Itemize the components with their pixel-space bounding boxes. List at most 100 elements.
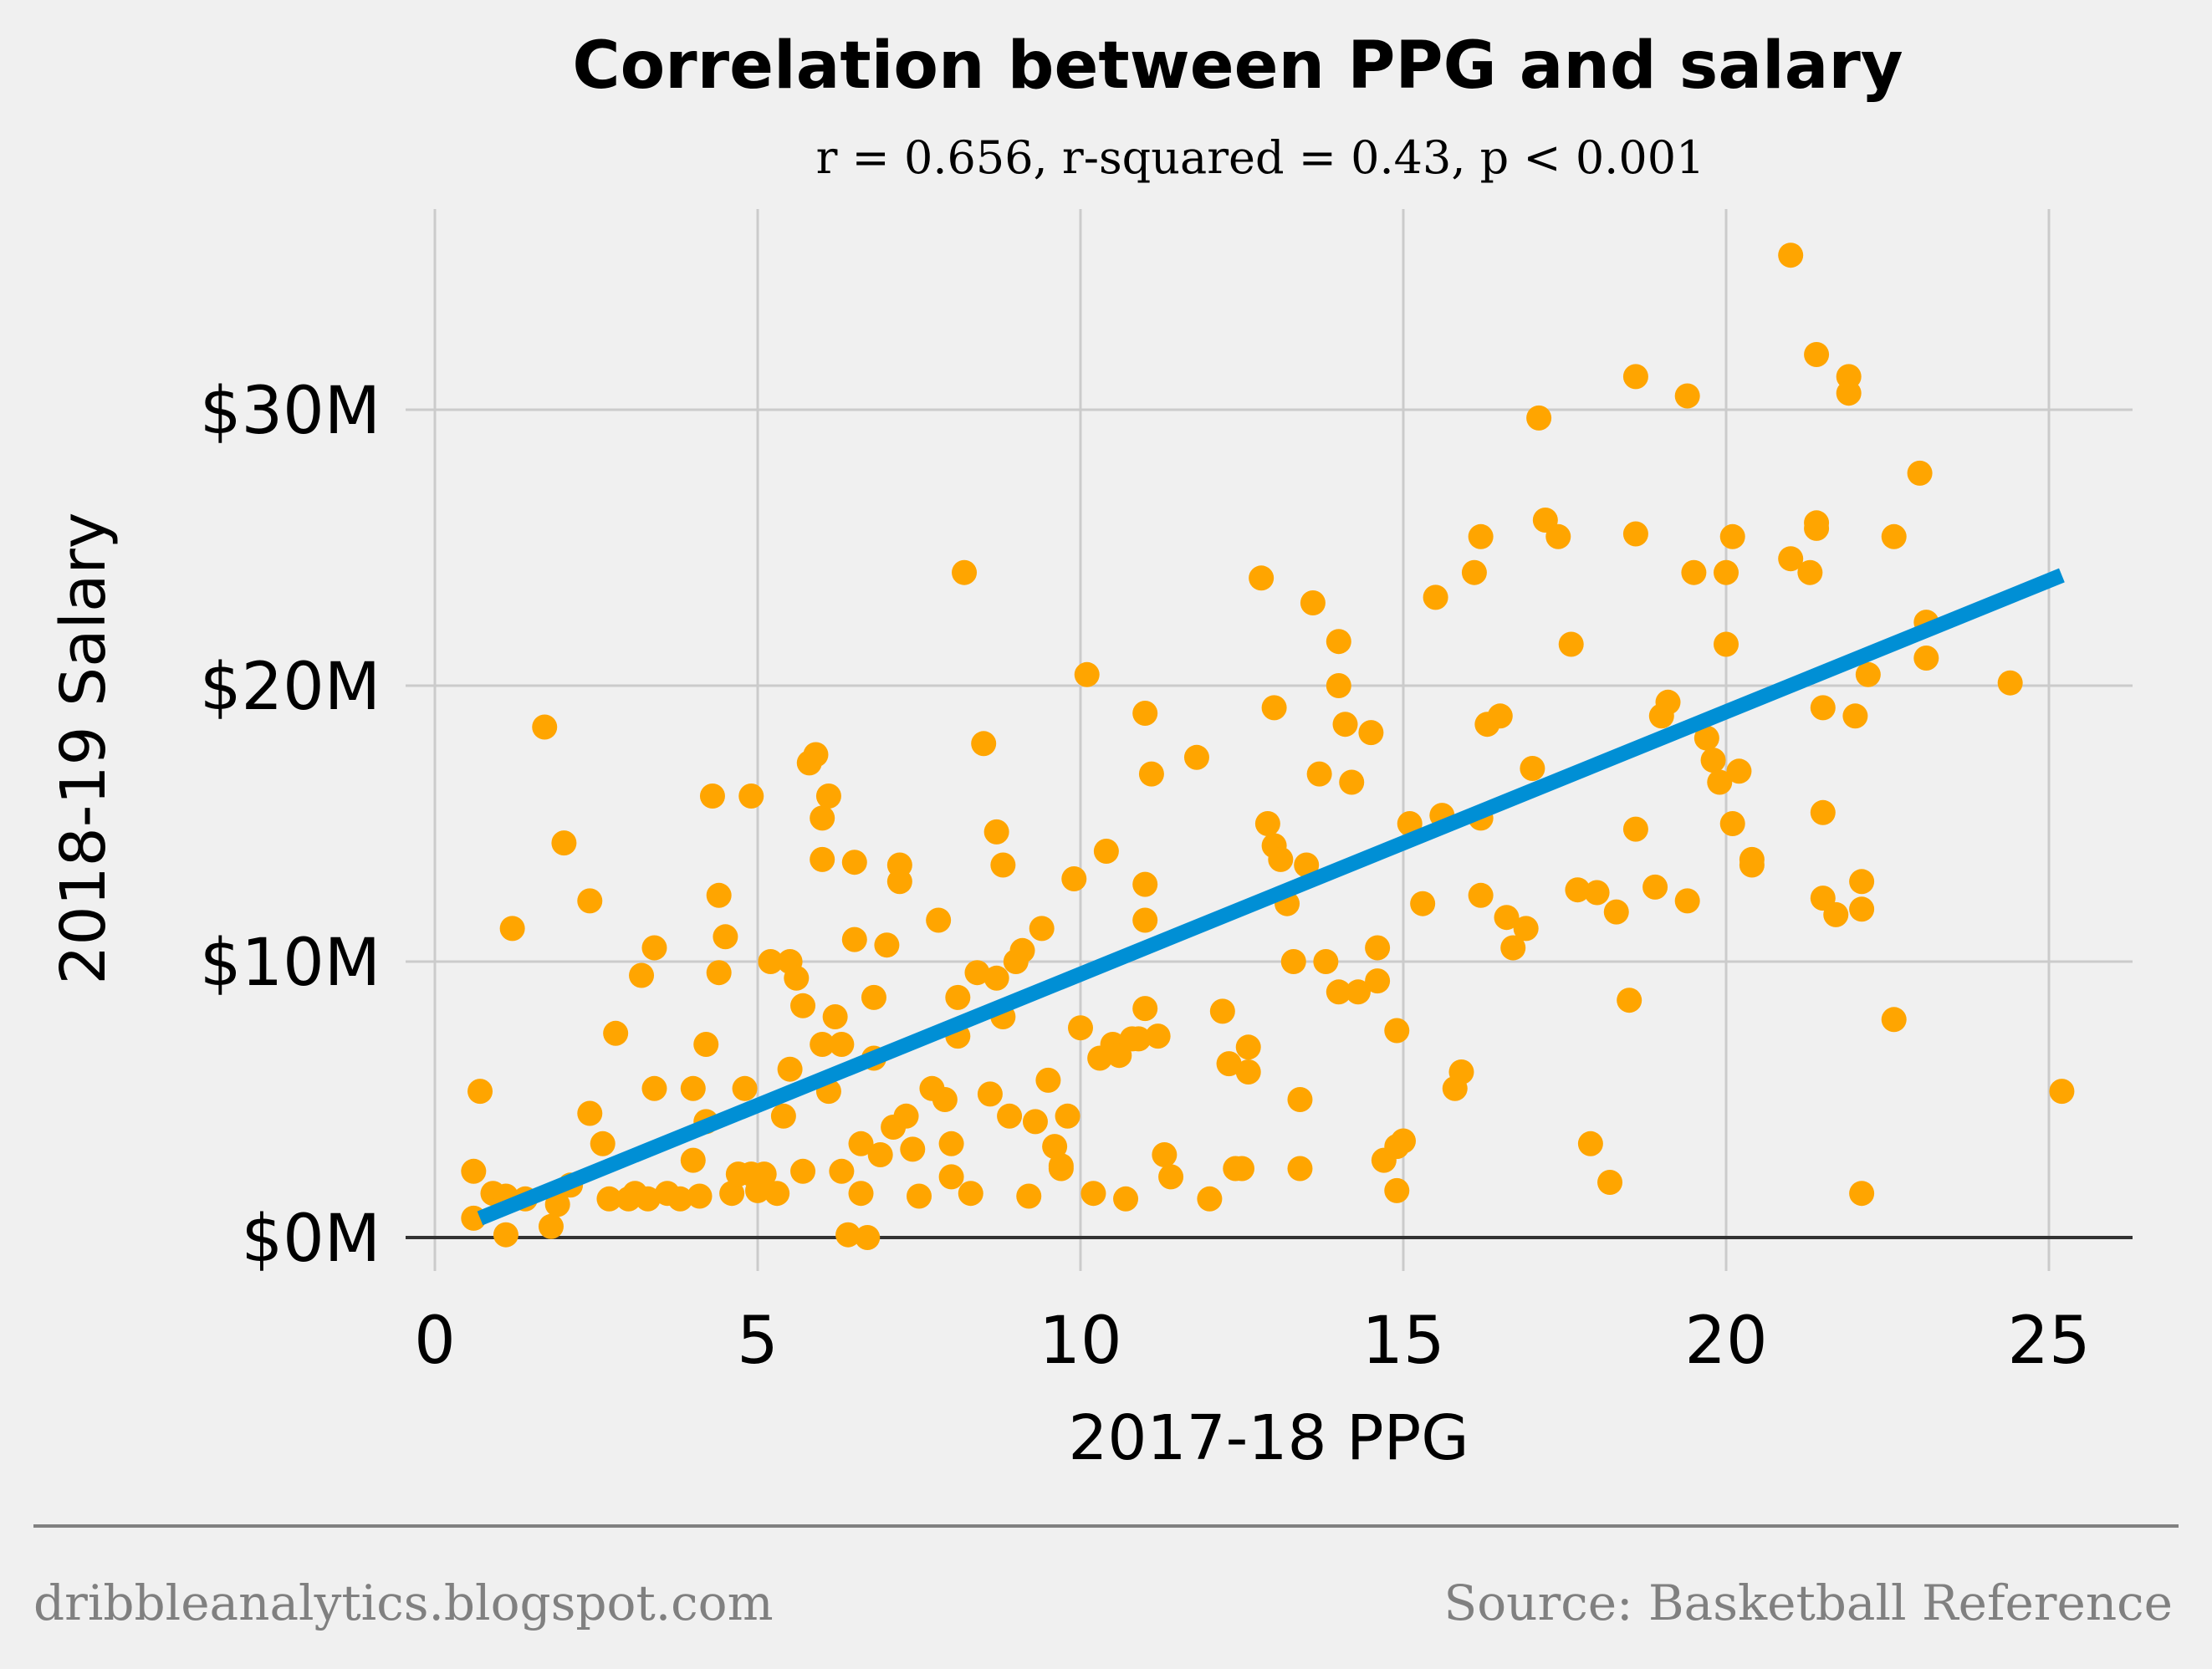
- data-point: [1229, 1156, 1254, 1182]
- data-point: [596, 1186, 622, 1212]
- data-point: [1836, 380, 1862, 406]
- data-point: [1487, 703, 1513, 729]
- data-point: [810, 846, 835, 872]
- data-point: [932, 1087, 958, 1112]
- data-point: [538, 1213, 564, 1239]
- data-point: [900, 1136, 926, 1162]
- data-point: [1565, 877, 1591, 903]
- data-point: [829, 1158, 855, 1184]
- data-point: [680, 1147, 706, 1173]
- data-point: [1132, 871, 1158, 897]
- data-point: [738, 783, 764, 809]
- data-point: [1849, 896, 1875, 922]
- data-point: [790, 1158, 816, 1184]
- data-point: [822, 1004, 848, 1029]
- y-tick-label: $0M: [241, 1202, 381, 1277]
- data-point: [770, 1103, 796, 1129]
- data-point: [719, 1181, 745, 1207]
- data-point: [1197, 1186, 1223, 1212]
- data-point: [603, 1020, 629, 1046]
- data-point: [1797, 559, 1823, 585]
- data-point: [467, 1079, 493, 1105]
- data-point: [680, 1075, 706, 1101]
- data-point: [990, 852, 1016, 878]
- data-point: [544, 1192, 570, 1217]
- data-point: [1326, 629, 1351, 655]
- data-point: [1145, 1023, 1171, 1049]
- data-point: [1849, 869, 1875, 895]
- data-point: [1526, 405, 1552, 431]
- data-point: [1461, 559, 1487, 585]
- data-point: [1029, 916, 1055, 942]
- data-point: [706, 882, 732, 908]
- data-point: [1365, 968, 1391, 994]
- data-point: [1714, 559, 1739, 585]
- data-point: [1384, 1018, 1410, 1044]
- data-point: [1300, 590, 1326, 615]
- data-point: [1126, 1026, 1152, 1052]
- data-point: [1016, 1183, 1042, 1209]
- data-point: [1048, 1153, 1074, 1179]
- x-tick-labels: 0 5 10 15 20 25: [414, 1304, 2090, 1379]
- chart-subtitle: r = 0.656, r-squared = 0.43, p < 0.001: [816, 131, 1705, 184]
- data-point: [1287, 1087, 1313, 1112]
- data-point: [1577, 1131, 1603, 1156]
- data-point: [1384, 1177, 1410, 1203]
- data-point: [1410, 891, 1436, 916]
- data-point: [629, 962, 655, 988]
- data-point: [1068, 1015, 1093, 1041]
- data-point: [2049, 1079, 2075, 1105]
- data-point: [1622, 364, 1648, 390]
- y-tick-label: $10M: [200, 926, 381, 1001]
- data-point: [1093, 839, 1119, 864]
- data-point: [1693, 725, 1719, 751]
- fit-line: [477, 568, 2065, 1226]
- data-point: [815, 783, 841, 809]
- data-point: [1842, 703, 1868, 729]
- data-point: [1997, 670, 2023, 696]
- data-point: [1603, 899, 1629, 925]
- data-point: [1881, 1007, 1907, 1033]
- data-point: [983, 965, 1009, 991]
- data-point: [1448, 1059, 1474, 1085]
- data-point: [641, 1075, 667, 1101]
- data-point: [958, 1181, 983, 1207]
- data-point: [1714, 631, 1739, 657]
- data-point: [1558, 631, 1584, 657]
- data-point: [499, 916, 525, 942]
- data-point: [687, 1183, 713, 1209]
- data-point: [810, 1032, 835, 1057]
- data-point: [997, 1103, 1023, 1129]
- y-tick-labels: $0M $10M $20M $30M: [200, 374, 381, 1277]
- x-tick-label: 0: [414, 1304, 456, 1379]
- data-point: [841, 926, 867, 952]
- data-point: [1642, 874, 1668, 900]
- data-point: [667, 1186, 693, 1212]
- data-point: [577, 888, 603, 914]
- data-point: [1132, 701, 1158, 726]
- data-point: [1823, 901, 1849, 927]
- data-point: [1468, 882, 1494, 908]
- data-point: [1545, 523, 1571, 549]
- data-point: [945, 984, 971, 1010]
- data-point: [1287, 1156, 1313, 1182]
- data-point: [1074, 661, 1100, 687]
- data-point: [1726, 758, 1752, 784]
- data-point: [983, 819, 1009, 845]
- data-point: [551, 830, 577, 856]
- data-point: [855, 1225, 881, 1250]
- grid: [406, 209, 2133, 1271]
- data-point: [835, 1222, 861, 1248]
- data-point: [1739, 852, 1765, 878]
- data-point: [641, 935, 667, 961]
- data-point: [1132, 996, 1158, 1022]
- data-point: [461, 1158, 487, 1184]
- x-tick-label: 5: [737, 1304, 779, 1379]
- data-point: [1138, 761, 1164, 787]
- data-point: [952, 559, 978, 585]
- data-point: [706, 960, 732, 986]
- footer-site: dribbleanalytics.blogspot.com: [33, 1575, 774, 1631]
- data-point: [1655, 689, 1681, 715]
- data-point: [790, 993, 816, 1018]
- data-point: [810, 805, 835, 831]
